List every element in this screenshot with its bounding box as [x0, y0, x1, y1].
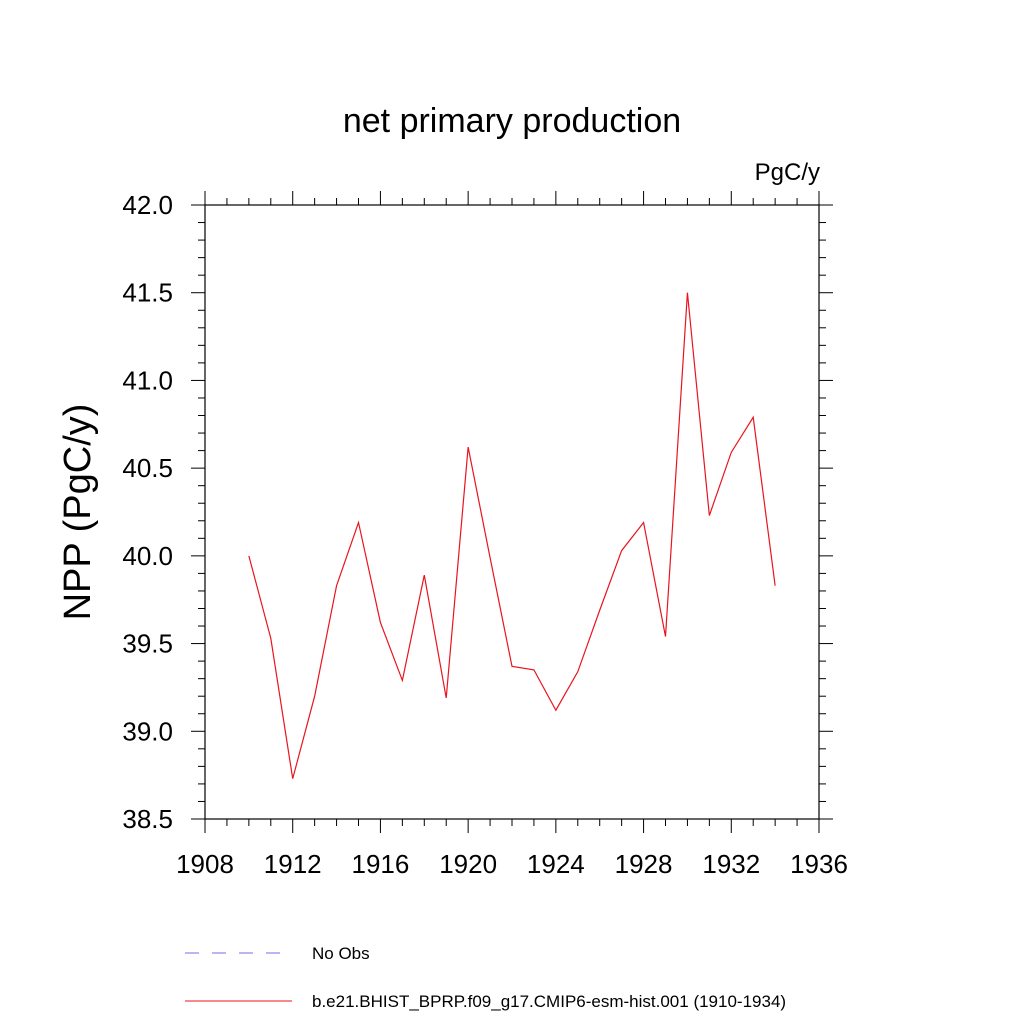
- x-tick-label: 1916: [352, 849, 410, 879]
- legend-label: b.e21.BHIST_BPRP.f09_g17.CMIP6-esm-hist.…: [312, 992, 786, 1011]
- y-tick-label: 39.0: [122, 716, 173, 746]
- y-axis-label: NPP (PgC/y): [57, 404, 99, 621]
- y-tick-label: 38.5: [122, 804, 173, 834]
- series-line: [248, 292, 776, 779]
- y-tick-label: 40.5: [122, 453, 173, 483]
- chart-title: net primary production: [343, 102, 681, 140]
- y-tick-label: 39.5: [122, 629, 173, 659]
- x-tick-label: 1928: [615, 849, 673, 879]
- x-tick-label: 1932: [702, 849, 760, 879]
- y-tick-label: 40.0: [122, 541, 173, 571]
- x-tick-label: 1920: [439, 849, 497, 879]
- y-tick-label: 41.5: [122, 278, 173, 308]
- x-tick-label: 1924: [527, 849, 585, 879]
- legend: No Obs b.e21.BHIST_BPRP.f09_g17.CMIP6-esm…: [185, 944, 786, 1011]
- y-tick-label: 42.0: [122, 190, 173, 220]
- x-tick-label: 1936: [790, 849, 848, 879]
- series-layer: [248, 292, 776, 779]
- units-label: PgC/y: [755, 159, 820, 186]
- axis-ticks: [191, 191, 833, 833]
- legend-label: No Obs: [312, 944, 370, 963]
- axis-tick-labels: 1908 1912 1916 1920 1924 1928 1932 1936 38.5 39.0…: [122, 190, 848, 879]
- x-tick-label: 1908: [176, 849, 234, 879]
- x-tick-label: 1912: [264, 849, 322, 879]
- plot-frame: [204, 204, 820, 820]
- y-tick-label: 41.0: [122, 365, 173, 395]
